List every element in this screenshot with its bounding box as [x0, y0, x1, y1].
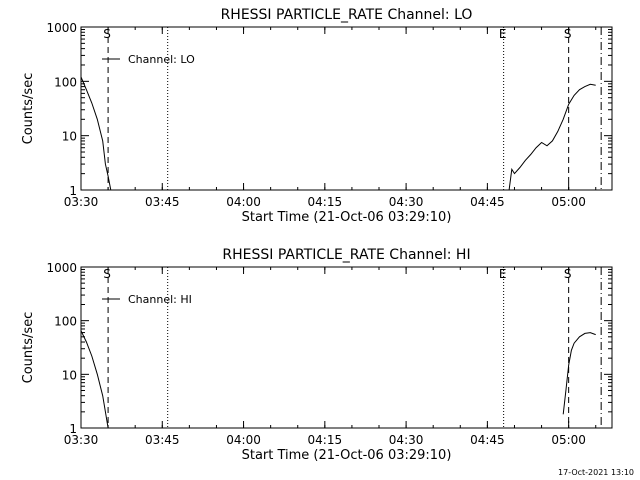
y-tick-label: 100: [54, 315, 77, 329]
y-tick-label: 10: [62, 130, 77, 144]
y-tick-label: 100: [54, 75, 77, 89]
series-line: [80, 321, 109, 429]
time-marker-label: S: [103, 267, 111, 281]
y-axis-label: Counts/sec: [21, 73, 36, 145]
x-tick-label: 05:00: [551, 195, 586, 209]
x-axis-label: Start Time (21-Oct-06 03:29:10): [242, 210, 452, 225]
x-tick-label: 04:00: [226, 433, 261, 447]
time-marker-label: S: [103, 27, 111, 41]
x-tick-label: 03:30: [64, 195, 99, 209]
x-tick-label: 04:30: [389, 433, 424, 447]
y-axis-label: Counts/sec: [21, 312, 36, 384]
panel-lo: RHESSI PARTICLE_RATE Channel: LO 03:30 03:…: [21, 7, 613, 225]
series-line: [80, 66, 112, 191]
x-tick-label: 03:45: [145, 195, 180, 209]
plot-frame: [80, 266, 613, 429]
timestamp-label: 17-Oct-2021 13:10: [558, 468, 634, 477]
x-tick-label: 04:45: [470, 433, 505, 447]
x-axis-label: Start Time (21-Oct-06 03:29:10): [242, 448, 452, 463]
chart-title: RHESSI PARTICLE_RATE Channel: LO: [221, 7, 473, 23]
x-tick-label: 05:00: [551, 433, 586, 447]
y-tick-label: 1: [69, 184, 77, 198]
y-tick-label: 1000: [46, 261, 77, 275]
x-tick-label: 03:30: [64, 433, 99, 447]
x-tick-label: 04:15: [308, 195, 343, 209]
x-tick-label: 04:00: [226, 195, 261, 209]
x-tick-label: 04:30: [389, 195, 424, 209]
x-tick-label: 03:45: [145, 433, 180, 447]
plot-frame: [80, 26, 613, 191]
chart-title: RHESSI PARTICLE_RATE Channel: HI: [222, 247, 470, 263]
panel-hi: RHESSI PARTICLE_RATE Channel: HI 03:30 03:…: [21, 247, 613, 463]
time-marker-label: S: [564, 27, 572, 41]
y-tick-label: 1000: [46, 21, 77, 35]
time-marker-label: S: [564, 267, 572, 281]
legend-entry: Channel: LO: [128, 53, 195, 66]
legend-entry: Channel: HI: [128, 293, 192, 306]
x-tick-label: 04:15: [308, 433, 343, 447]
time-marker-label: E: [499, 27, 507, 41]
x-tick-label: 04:45: [470, 195, 505, 209]
y-tick-label: 10: [62, 368, 77, 382]
series-line: [562, 332, 596, 415]
time-marker-label: E: [499, 267, 507, 281]
series-line: [508, 83, 596, 191]
y-tick-label: 1: [69, 422, 77, 436]
